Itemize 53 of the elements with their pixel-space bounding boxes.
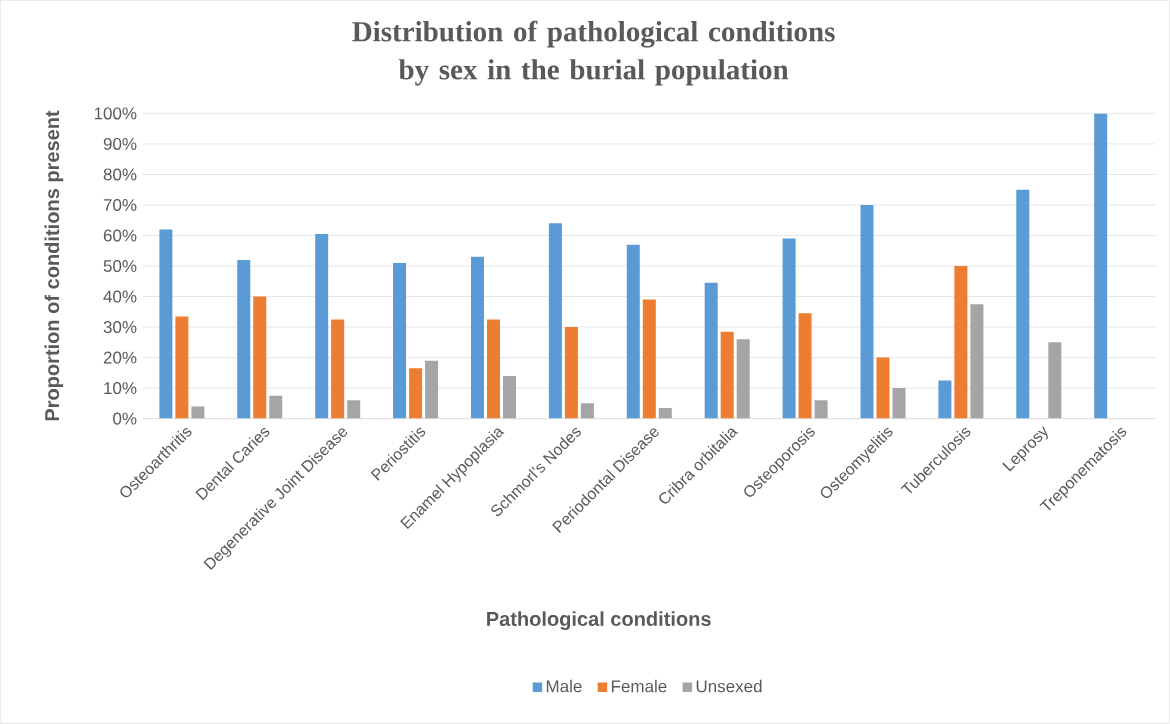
bar [237, 260, 251, 419]
bar [736, 339, 750, 419]
bar [347, 400, 361, 419]
bar [564, 327, 578, 419]
bar [720, 331, 734, 419]
bar [191, 406, 205, 419]
bar [642, 299, 656, 419]
bar [876, 357, 890, 419]
bar [315, 234, 329, 419]
bar [658, 408, 672, 419]
legend-label: Unsexed [696, 679, 762, 693]
bar [782, 238, 796, 419]
bar [1016, 189, 1030, 419]
y-tick-label: 40% [103, 290, 137, 303]
y-tick-label: 100% [94, 107, 137, 120]
bar [175, 316, 189, 419]
y-tick-label: 20% [103, 351, 137, 364]
bar [798, 313, 812, 419]
bar [409, 368, 423, 419]
bar [626, 244, 640, 419]
legend-label: Male [546, 679, 582, 693]
bar [470, 257, 484, 419]
bar [425, 360, 439, 419]
chart-title: Distribution of pathological conditions by sex in the burial population [352, 20, 835, 86]
bar [892, 388, 906, 419]
y-tick-label: 0% [113, 412, 137, 425]
bar [1094, 113, 1108, 419]
bar [548, 223, 562, 419]
bar [159, 229, 173, 419]
bar [1048, 342, 1062, 419]
bar [503, 376, 516, 419]
x-axis-title: Pathological conditions [487, 611, 711, 631]
bar [393, 263, 407, 419]
bar [269, 395, 283, 419]
bar [860, 205, 874, 419]
bar [938, 380, 952, 419]
y-tick-label: 60% [103, 229, 137, 242]
bar [580, 403, 594, 419]
bar [486, 319, 500, 419]
y-tick-label: 10% [104, 382, 137, 395]
y-tick-label: 50% [103, 260, 137, 273]
bar [704, 282, 718, 419]
legend-label: Female [611, 679, 667, 693]
y-tick-label: 70% [103, 199, 137, 212]
y-tick-label: 80% [103, 168, 137, 181]
y-tick-label: 30% [103, 321, 137, 334]
bar [331, 319, 345, 419]
bar [253, 296, 267, 419]
bar [954, 266, 968, 419]
y-axis-title: Proportion of conditions present [44, 110, 64, 421]
y-tick-label: 90% [103, 138, 137, 151]
bar [814, 400, 828, 419]
bar [970, 304, 984, 419]
